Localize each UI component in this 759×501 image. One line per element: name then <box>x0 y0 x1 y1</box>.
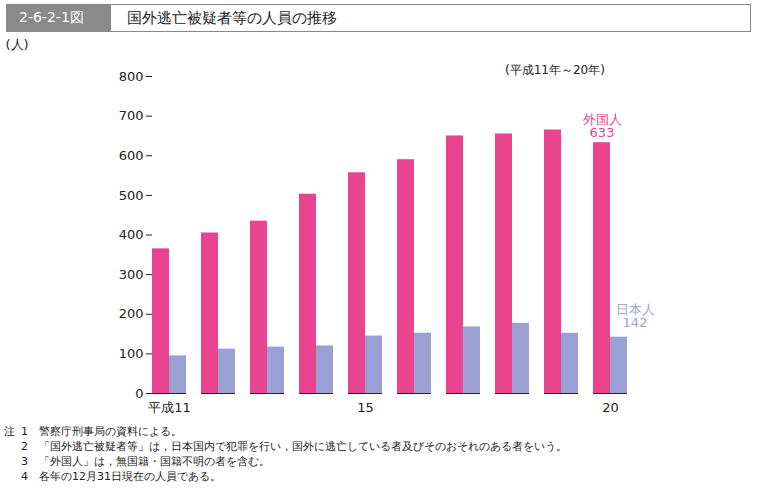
svg-text:15: 15 <box>357 400 374 415</box>
html-text:2-6-2-1図: 2-6-2-1図 <box>19 9 84 25</box>
svg-text:20: 20 <box>602 400 619 415</box>
svg-text:0: 0 <box>135 386 143 401</box>
svg-text:400: 400 <box>119 227 144 242</box>
html-text:3 「外国人」は，無国籍・国籍不明の者を含む。: 3 「外国人」は，無国籍・国籍不明の者を含む。 <box>21 455 270 468</box>
svg-text:500: 500 <box>119 188 144 203</box>
html-text:国外逃亡被疑者等の人員の推移: 国外逃亡被疑者等の人員の推移 <box>127 8 337 27</box>
svg-text:外国人633: 外国人633 <box>583 112 622 140</box>
svg-text:平成11: 平成11 <box>148 400 191 415</box>
svg-text:200: 200 <box>119 306 144 321</box>
html-text:2 「国外逃亡被疑者等」は，日本国内で犯罪を行い，国外に逃亡: 2 「国外逃亡被疑者等」は，日本国内で犯罪を行い，国外に逃亡している者及びそのお… <box>21 440 567 453</box>
html-text:4 各年の12月31日現在の人員である。: 4 各年の12月31日現在の人員である。 <box>21 470 221 483</box>
svg-text:600: 600 <box>119 148 144 163</box>
svg-text:700: 700 <box>119 108 144 123</box>
html-text:(平成11年～20年): (平成11年～20年) <box>505 63 605 77</box>
svg-text:800: 800 <box>119 69 144 84</box>
svg-text:(人): (人) <box>6 37 29 52</box>
html-text:1 警察庁刑事局の資料による。: 1 警察庁刑事局の資料による。 <box>21 425 182 438</box>
svg-text:300: 300 <box>119 267 144 282</box>
svg-text:100: 100 <box>119 346 144 361</box>
html-text:注: 注 <box>4 425 15 438</box>
svg-text:日本人142: 日本人142 <box>616 302 655 330</box>
